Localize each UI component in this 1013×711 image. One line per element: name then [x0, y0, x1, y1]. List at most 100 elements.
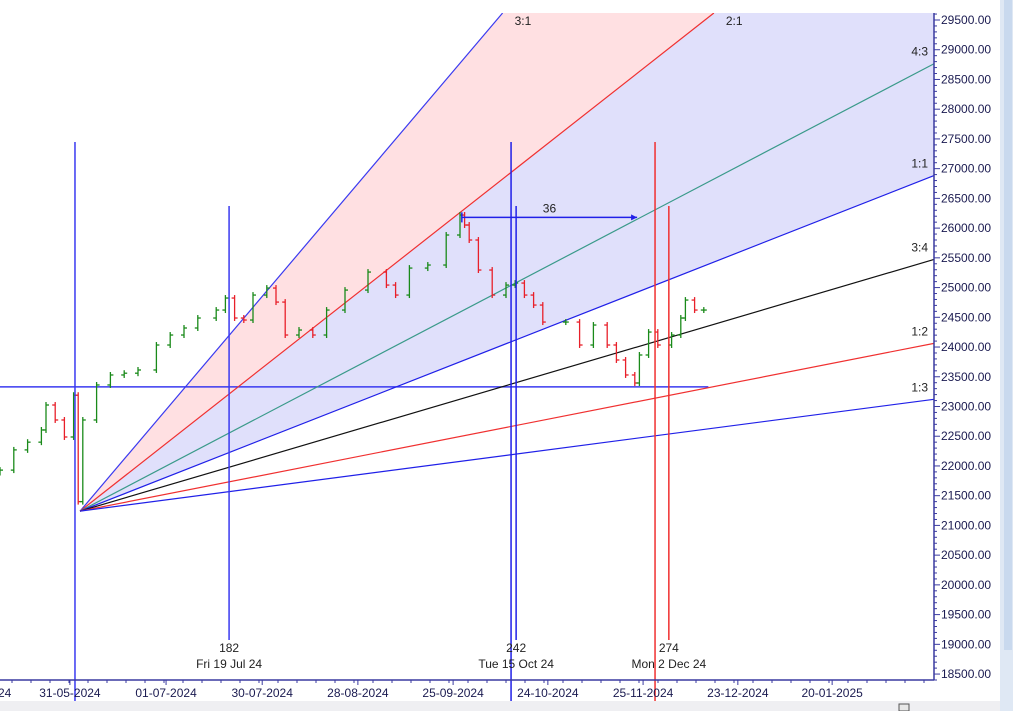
- ohlc-bar: [530, 292, 537, 309]
- cycle-date-label: Tue 15 Oct 24: [478, 657, 554, 671]
- ohlc-bar: [622, 357, 629, 378]
- ohlc-bar: [562, 319, 569, 326]
- fan-label: 1:1: [911, 157, 928, 171]
- ohlc-bar: [691, 297, 698, 314]
- cycle-count-label: 182: [219, 641, 239, 655]
- ohlc-bar: [24, 439, 31, 453]
- y-tick-label: 22500.00: [941, 429, 991, 443]
- cycle-count-label: 242: [506, 641, 526, 655]
- x-tick-label: 01-07-2024: [135, 686, 197, 700]
- fan-label: 3:4: [911, 240, 928, 254]
- ohlc-bar: [135, 367, 141, 377]
- y-tick-label: 24500.00: [941, 310, 991, 324]
- price-bars: [0, 212, 707, 505]
- ohlc-bar: [392, 282, 399, 299]
- ohlc-bar: [296, 327, 302, 338]
- ohlc-bar: [604, 322, 611, 348]
- x-axis: 24 31-05-2024 01-07-2024 30-07-2024 28-08-20…: [0, 679, 934, 700]
- ohlc-bar: [700, 307, 707, 314]
- ohlc-bar: [466, 222, 473, 243]
- scrollbar-thumb[interactable]: [898, 703, 910, 711]
- fan-line-1-3: [79, 398, 935, 512]
- fan-line-3-4: [79, 258, 935, 512]
- arrow-label: 36: [543, 201, 557, 215]
- vertical-scrollbar-thumb[interactable]: [1004, 0, 1012, 650]
- y-tick-label: 21000.00: [941, 518, 991, 532]
- ohlc-bar: [475, 237, 482, 274]
- x-tick-label: 25-11-2024: [613, 686, 674, 700]
- measure-arrow: 36: [461, 201, 638, 223]
- x-tick-label: 24: [0, 686, 12, 700]
- ohlc-bar: [222, 295, 229, 314]
- y-tick-label: 19000.00: [941, 637, 991, 651]
- ohlc-bar: [181, 325, 187, 338]
- x-tick-label: 24-10-2024: [517, 686, 579, 700]
- ohlc-bar: [231, 295, 238, 321]
- y-tick-label: 19500.00: [941, 608, 991, 622]
- y-tick-label: 23500.00: [941, 370, 991, 384]
- horizontal-scrollbar[interactable]: [0, 701, 1000, 711]
- ohlc-bar: [613, 342, 620, 363]
- ohlc-bar: [79, 417, 86, 505]
- ohlc-bar: [107, 372, 114, 388]
- ohlc-bar: [0, 467, 3, 476]
- fan-label: 1:2: [911, 324, 928, 338]
- y-tick-label: 29000.00: [941, 43, 991, 57]
- y-tick-label: 27000.00: [941, 162, 991, 176]
- ohlc-bar: [443, 232, 450, 269]
- ohlc-bar: [10, 446, 17, 474]
- ohlc-bar: [383, 269, 390, 289]
- ohlc-bar: [194, 315, 201, 331]
- ohlc-bar: [365, 269, 371, 294]
- y-tick-label: 22000.00: [941, 459, 991, 473]
- ohlc-bar: [539, 302, 546, 326]
- ohlc-bar: [424, 262, 431, 272]
- ohlc-bar: [682, 297, 689, 321]
- y-tick-label: 28000.00: [941, 102, 991, 116]
- ohlc-bar: [167, 332, 174, 348]
- gann-fan-lines: 3:1 2:1 4:3 1:1 3:4 1:2 1:3: [79, 12, 935, 512]
- cycle-count-label: 274: [659, 641, 679, 655]
- ohlc-bar: [61, 417, 68, 440]
- fan-label: 4:3: [911, 45, 928, 59]
- y-tick-label: 20500.00: [941, 548, 991, 562]
- ohlc-bar: [576, 319, 583, 348]
- x-tick-label: 31-05-2024: [39, 686, 101, 700]
- ohlc-bar: [590, 322, 597, 348]
- fan-label: 3:1: [515, 14, 532, 28]
- ohlc-bar: [263, 285, 270, 299]
- y-tick-label: 24000.00: [941, 340, 991, 354]
- fan-label: 1:3: [911, 380, 928, 394]
- ohlc-bar: [309, 327, 316, 338]
- x-tick-label: 25-09-2024: [422, 686, 484, 700]
- ohlc-bar: [240, 315, 247, 324]
- cycle-date-label: Fri 19 Jul 24: [196, 657, 262, 671]
- y-tick-label: 27500.00: [941, 132, 991, 146]
- ohlc-bar: [521, 280, 528, 299]
- ohlc-bar: [503, 282, 509, 299]
- ohlc-bar: [273, 285, 279, 306]
- x-tick-label: 30-07-2024: [232, 686, 294, 700]
- ohlc-bar: [645, 329, 652, 358]
- y-tick-label: 25500.00: [941, 251, 991, 265]
- cycle-markers: 182 Fri 19 Jul 24 242 Tue 15 Oct 24 274 Mon 2…: [74, 142, 707, 711]
- ohlc-bar: [323, 307, 330, 338]
- y-tick-label: 25000.00: [941, 281, 991, 295]
- x-tick-label: 28-08-2024: [327, 686, 389, 700]
- x-tick-label: 20-01-2025: [801, 686, 863, 700]
- ohlc-bar: [93, 381, 100, 423]
- top-margin: [0, 0, 1013, 13]
- y-tick-label: 26000.00: [941, 221, 991, 235]
- arrow-head-icon: [631, 214, 638, 221]
- ohlc-bar: [250, 292, 256, 324]
- y-tick-label: 21500.00: [941, 489, 991, 503]
- y-tick-label: 20000.00: [941, 578, 991, 592]
- x-tick-label: 23-12-2024: [707, 686, 769, 700]
- ohlc-bar: [282, 299, 289, 338]
- fan-label: 2:1: [726, 14, 743, 28]
- ohlc-bar: [52, 402, 59, 423]
- y-tick-label: 18500.00: [941, 667, 991, 681]
- fan-line-1-2: [79, 342, 935, 512]
- ohlc-bar: [213, 307, 220, 321]
